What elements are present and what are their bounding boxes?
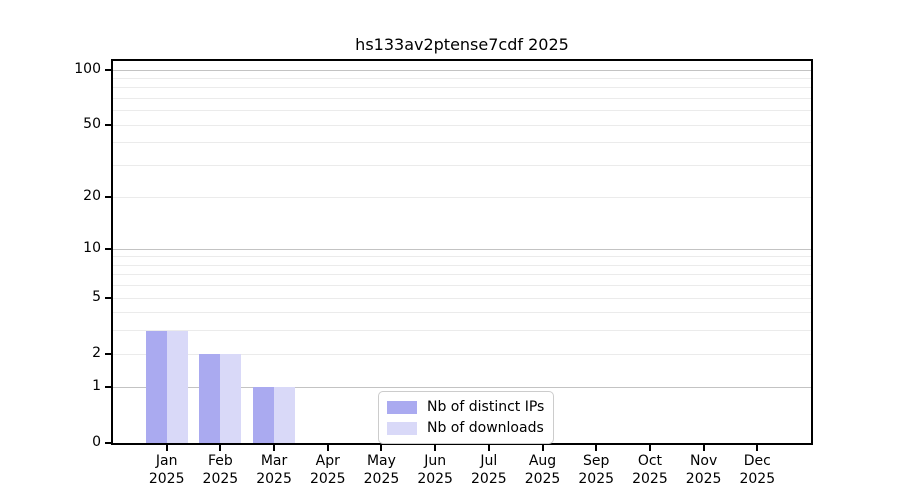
legend-swatch-nb-of-downloads <box>387 421 417 435</box>
x-tick-year-nov: 2025 <box>685 471 722 487</box>
x-tick-feb <box>219 445 222 451</box>
gridline-minor-90 <box>113 78 811 79</box>
y-tick-label-50: 50 <box>83 116 101 133</box>
bar-feb-nb-of-distinct-ips <box>199 354 221 443</box>
x-tick-nov <box>702 445 705 451</box>
x-tick-month-jul: Jul <box>480 453 498 469</box>
bar-feb-nb-of-downloads <box>220 354 242 443</box>
legend: Nb of distinct IPs Nb of downloads <box>378 391 555 444</box>
x-tick-month-jun: Jun <box>424 453 447 469</box>
gridline-minor-9 <box>113 256 811 258</box>
x-tick-month-oct: Oct <box>637 453 663 469</box>
x-tick-jul <box>487 445 490 451</box>
bar-mar-nb-of-downloads <box>274 387 296 443</box>
y-tick-50 <box>105 124 111 127</box>
x-tick-label-may: May 2025 <box>339 452 423 488</box>
y-tick-label-2: 2 <box>92 345 101 362</box>
x-tick-label-aug: Aug 2025 <box>501 452 585 488</box>
legend-swatch-nb-of-distinct-ips <box>387 400 417 414</box>
x-tick-year-apr: 2025 <box>309 471 346 487</box>
gridline-minor-2 <box>113 353 811 355</box>
x-tick-month-aug: Aug <box>528 453 557 469</box>
y-tick-100 <box>105 69 111 72</box>
x-tick-oct <box>648 445 651 451</box>
gridline-minor-5 <box>113 297 811 299</box>
x-tick-year-dec: 2025 <box>739 471 776 487</box>
y-tick-5 <box>105 297 111 300</box>
gridline-minor-6 <box>113 285 811 287</box>
x-tick-label-jun: Jun 2025 <box>393 452 477 488</box>
gridline-major-10 <box>113 248 811 250</box>
chart-title: hs133av2ptense7cdf 2025 <box>355 35 569 54</box>
y-tick-label-1: 1 <box>92 378 101 394</box>
y-tick-label-0: 0 <box>92 434 101 450</box>
x-tick-label-nov: Nov 2025 <box>662 452 746 488</box>
x-tick-dec <box>756 445 759 451</box>
legend-entry-nb-of-downloads: Nb of downloads <box>387 420 544 436</box>
x-tick-year-mar: 2025 <box>256 471 292 487</box>
x-tick-year-oct: 2025 <box>632 471 668 487</box>
gridline-minor-70 <box>113 98 811 100</box>
y-tick-20 <box>105 196 111 198</box>
gridline-major-1 <box>113 386 811 388</box>
x-tick-label-mar: Mar 2025 <box>232 452 316 488</box>
gridline-minor-30 <box>113 165 811 167</box>
y-tick-label-100: 100 <box>74 61 101 78</box>
y-tick-10 <box>105 248 111 251</box>
x-tick-month-apr: Apr <box>315 453 340 469</box>
x-tick-jun <box>434 445 437 451</box>
gridline-minor-20 <box>113 196 811 198</box>
x-tick-may <box>380 445 383 451</box>
x-tick-year-may: 2025 <box>363 471 400 487</box>
x-tick-year-feb: 2025 <box>202 471 239 487</box>
y-tick-2 <box>105 353 111 356</box>
x-tick-month-may: May <box>366 453 396 469</box>
y-tick-label-5: 5 <box>92 289 101 306</box>
gridline-minor-3 <box>113 330 811 332</box>
x-tick-label-jul: Jul 2025 <box>447 452 531 488</box>
bar-mar-nb-of-distinct-ips <box>253 387 275 443</box>
x-tick-month-jan: Jan <box>155 453 178 469</box>
gridline-minor-40 <box>113 142 811 144</box>
x-tick-label-apr: Apr 2025 <box>286 452 370 488</box>
gridline-minor-7 <box>113 274 811 276</box>
x-tick-month-dec: Dec <box>743 453 771 469</box>
x-tick-year-jan: 2025 <box>148 471 185 487</box>
x-tick-aug <box>541 445 544 451</box>
x-tick-year-jul: 2025 <box>471 471 507 487</box>
gridline-major-100 <box>113 69 811 71</box>
x-tick-sep <box>595 445 598 451</box>
gridline-minor-8 <box>113 264 811 266</box>
x-tick-month-mar: Mar <box>260 453 288 469</box>
x-tick-month-feb: Feb <box>207 453 233 469</box>
x-tick-label-feb: Feb 2025 <box>178 452 262 488</box>
x-tick-year-sep: 2025 <box>578 471 615 487</box>
x-tick-month-nov: Nov <box>689 453 718 469</box>
gridline-minor-4 <box>113 312 811 314</box>
x-tick-label-sep: Sep 2025 <box>554 452 638 488</box>
x-tick-mar <box>273 445 276 451</box>
y-tick-label-10: 10 <box>83 240 101 257</box>
x-tick-year-jun: 2025 <box>417 471 453 487</box>
legend-label-nb-of-distinct-ips: Nb of distinct IPs <box>427 399 545 415</box>
x-tick-label-dec: Dec 2025 <box>715 452 799 488</box>
x-tick-apr <box>326 445 329 451</box>
y-tick-1 <box>105 386 111 388</box>
legend-entry-nb-of-distinct-ips: Nb of distinct IPs <box>387 399 544 415</box>
gridline-minor-50 <box>113 124 811 126</box>
plot-area: 100 50 20 10 5 2 1 0 Jan 2025 Feb 2025 Mar 2025 Apr 20… <box>74 59 813 487</box>
y-tick-label-20: 20 <box>83 188 101 204</box>
x-tick-jan <box>165 445 168 451</box>
x-tick-year-aug: 2025 <box>524 471 561 487</box>
legend-label-nb-of-downloads: Nb of downloads <box>427 420 544 436</box>
x-tick-month-sep: Sep <box>583 453 610 469</box>
x-tick-label-jan: Jan 2025 <box>125 452 209 488</box>
bar-jan-nb-of-downloads <box>166 330 188 443</box>
bar-jan-nb-of-distinct-ips <box>145 330 167 443</box>
x-tick-label-oct: Oct 2025 <box>608 452 692 488</box>
y-tick-0 <box>105 442 111 444</box>
gridline-minor-80 <box>113 87 811 89</box>
gridline-minor-60 <box>113 110 811 112</box>
